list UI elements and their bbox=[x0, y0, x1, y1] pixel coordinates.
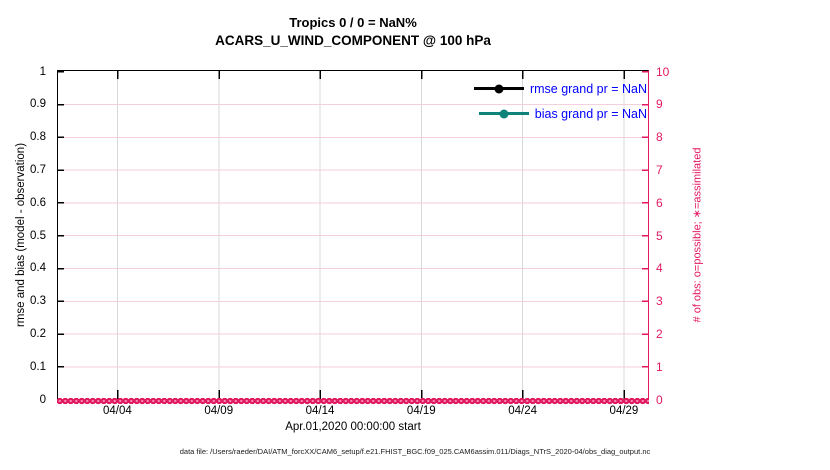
left-tick: 0.2 bbox=[30, 327, 46, 340]
legend-item-bias: bias grand pr = NaN bbox=[474, 101, 647, 126]
left-y-tick-labels: 1 0.9 0.8 0.7 0.6 0.5 0.4 0.3 0.2 0.1 0 bbox=[0, 66, 50, 406]
right-tick: 3 bbox=[656, 294, 663, 309]
legend-label-rmse: rmse grand pr = NaN bbox=[529, 81, 647, 96]
left-tick: 0.3 bbox=[30, 295, 46, 308]
left-tick: 0.9 bbox=[30, 98, 46, 111]
x-tick: 04/04 bbox=[103, 405, 132, 417]
right-tick: 4 bbox=[656, 261, 663, 276]
x-tick: 04/19 bbox=[406, 405, 436, 417]
chart-title: Tropics 0 / 0 = NaN% ACARS_U_WIND_COMPON… bbox=[57, 14, 649, 50]
right-tick: 6 bbox=[656, 195, 663, 210]
left-y-axis-title: rmse and bias (model - observation) bbox=[15, 142, 27, 328]
bias-line-marker-icon bbox=[478, 109, 529, 118]
left-tick: 1 bbox=[39, 65, 46, 78]
right-tick: 0 bbox=[656, 392, 663, 407]
left-tick: 0.8 bbox=[30, 131, 46, 144]
right-tick: 5 bbox=[656, 228, 663, 243]
plot-area: rmse grand pr = NaN bias grand pr = NaN bbox=[57, 70, 649, 406]
right-y-axis-title: # of obs: o=possible; ∗=assimilated bbox=[691, 147, 704, 323]
right-tick: 10 bbox=[656, 64, 670, 79]
left-tick: 0.4 bbox=[30, 262, 46, 275]
x-tick: 04/29 bbox=[609, 405, 639, 417]
chart-title-line1: Tropics 0 / 0 = NaN% bbox=[289, 15, 417, 30]
right-tick: 1 bbox=[656, 359, 663, 374]
left-tick: 0.5 bbox=[30, 229, 46, 242]
right-tick: 9 bbox=[656, 97, 663, 112]
x-axis-title: Apr.01,2020 00:00:00 start bbox=[285, 421, 421, 433]
left-tick: 0.1 bbox=[30, 360, 46, 373]
x-tick: 04/24 bbox=[508, 405, 538, 417]
right-y-tick-labels: 10 9 8 7 6 5 4 3 2 1 0 bbox=[656, 65, 696, 407]
right-tick: 8 bbox=[656, 130, 663, 145]
x-tick: 04/14 bbox=[305, 405, 335, 417]
legend: rmse grand pr = NaN bias grand pr = NaN bbox=[473, 76, 647, 126]
right-tick: 2 bbox=[656, 326, 663, 341]
chart-title-line2: ACARS_U_WIND_COMPONENT @ 100 hPa bbox=[215, 33, 491, 48]
data-file-path: data file: /Users/raeder/DAI/ATM_forcXX/… bbox=[179, 447, 651, 456]
left-tick: 0.7 bbox=[30, 163, 46, 176]
left-tick: 0.6 bbox=[30, 196, 46, 209]
x-tick: 04/09 bbox=[204, 405, 234, 417]
right-tick: 7 bbox=[656, 162, 663, 177]
rmse-line-marker-icon bbox=[473, 84, 524, 93]
legend-label-bias: bias grand pr = NaN bbox=[534, 106, 647, 121]
legend-item-rmse: rmse grand pr = NaN bbox=[473, 76, 647, 101]
left-tick: 0 bbox=[39, 393, 46, 406]
x-tick-labels: 04/04 04/09 04/14 04/19 04/24 04/29 bbox=[59, 405, 648, 419]
